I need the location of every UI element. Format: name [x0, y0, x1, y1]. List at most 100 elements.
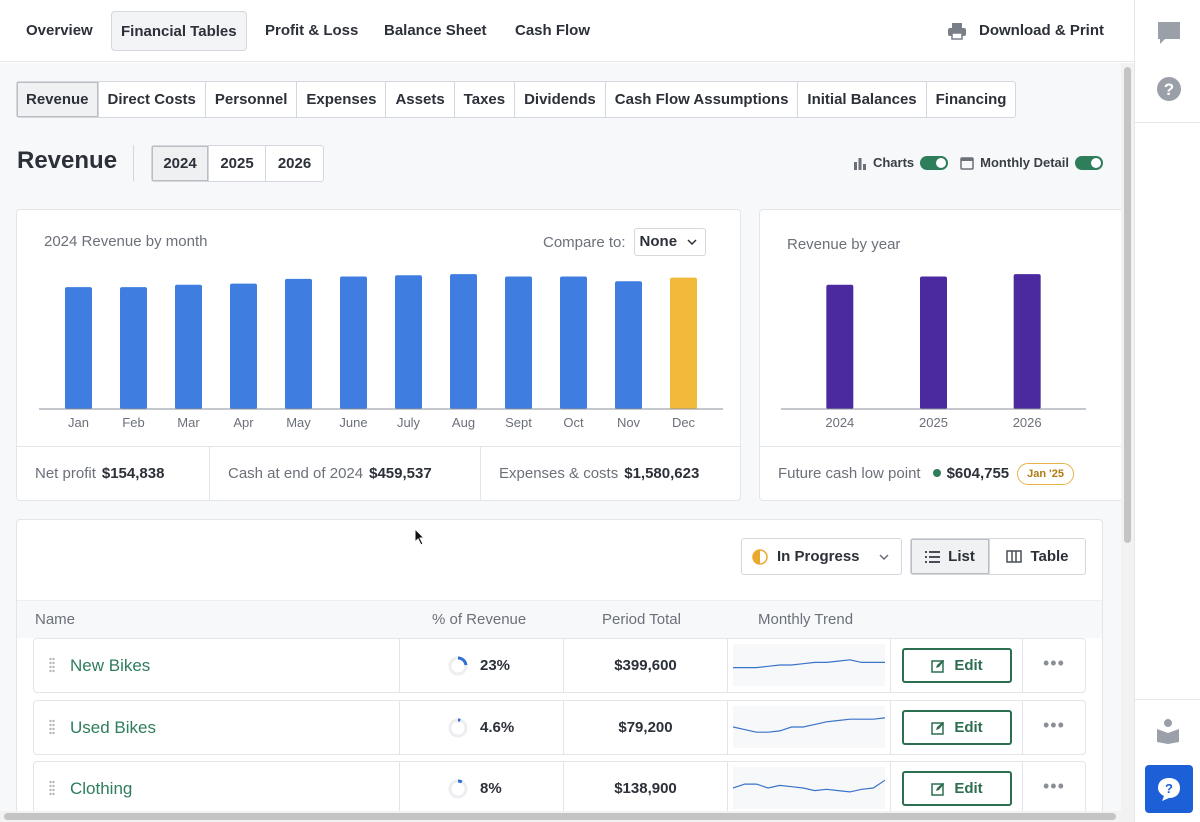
subtab-dividends[interactable]: Dividends — [515, 82, 606, 117]
list-view-button[interactable]: List — [911, 539, 990, 574]
list-header: Name % of Revenue Period Total Monthly T… — [17, 600, 1102, 638]
list-icon — [925, 550, 941, 563]
yearly-bar-2025 — [920, 276, 947, 409]
yearly-tick-label: 2025 — [919, 415, 948, 430]
more-options-icon[interactable]: ••• — [1043, 715, 1065, 735]
year-2026-button[interactable]: 2026 — [277, 155, 312, 172]
more-options-icon[interactable]: ••• — [1043, 653, 1065, 673]
monthly-bar-mar — [175, 284, 202, 409]
sparkline-path — [733, 779, 885, 793]
row-total: $399,600 — [614, 657, 677, 674]
help-question-icon[interactable]: ? — [1156, 76, 1182, 102]
yearly-tick-label: 2026 — [1013, 415, 1042, 430]
table-view-button[interactable]: Table — [990, 539, 1085, 574]
row-name[interactable]: Clothing — [70, 779, 133, 798]
tab-profit-loss[interactable]: Profit & Loss — [265, 22, 359, 39]
year-selector: 2024 2025 2026 — [151, 145, 324, 182]
sub-tabs: Revenue Direct Costs Personnel Expenses … — [16, 81, 1017, 118]
subtab-financing[interactable]: Financing — [935, 91, 1007, 108]
row-pct: 4.6% — [480, 719, 515, 736]
monthly-revenue-card: 2024 Revenue by month Compare to: None J… — [16, 209, 741, 501]
tab-balance-sheet[interactable]: Balance Sheet — [384, 22, 487, 39]
drag-handle-icon[interactable] — [49, 719, 55, 735]
drag-handle-icon[interactable] — [49, 780, 55, 796]
subtab-cash-flow-assumptions[interactable]: Cash Flow Assumptions — [606, 82, 799, 117]
charts-switch[interactable] — [920, 155, 949, 170]
cell-divider — [563, 701, 564, 754]
more-options-icon[interactable]: ••• — [1043, 776, 1065, 796]
horizontal-scrollbar[interactable] — [0, 811, 1134, 822]
year-2025-button[interactable]: 2025 — [209, 146, 266, 181]
subtab-initial-balances[interactable]: Initial Balances — [798, 82, 927, 117]
chat-icon[interactable] — [1156, 20, 1182, 46]
subtab-direct-costs[interactable]: Direct Costs — [99, 82, 206, 117]
charts-toggle[interactable]: Charts — [853, 155, 949, 170]
row-total: $138,900 — [614, 780, 677, 797]
list-item[interactable]: Clothing 8% $138,900 Edit ••• — [33, 761, 1086, 811]
view-toggles: Charts Monthly Detail — [841, 155, 1103, 170]
list-item[interactable]: New Bikes 23% $399,600 Edit ••• — [33, 638, 1086, 693]
monthly-bar-dec — [670, 277, 697, 409]
download-print-button[interactable]: Download & Print — [947, 11, 1104, 51]
drag-handle-icon[interactable] — [49, 657, 55, 673]
sidebar-divider-bottom — [1135, 699, 1200, 700]
charts-toggle-label: Charts — [872, 155, 915, 170]
chevron-down-icon — [879, 553, 889, 560]
trend-sparkline — [733, 644, 885, 686]
edit-button[interactable]: Edit — [902, 710, 1012, 745]
subtab-expenses[interactable]: Expenses — [297, 82, 387, 117]
ring-fill — [457, 779, 463, 784]
book-reader-icon[interactable] — [1156, 718, 1180, 744]
title-divider — [133, 145, 134, 181]
row-pct: 23% — [480, 657, 511, 674]
monthly-bar-sept — [505, 276, 532, 409]
horizontal-scroll-thumb[interactable] — [4, 813, 1116, 820]
table-columns-icon — [1006, 550, 1023, 563]
tab-financial-tables[interactable]: Financial Tables — [111, 11, 247, 51]
tab-cash-flow[interactable]: Cash Flow — [515, 22, 591, 39]
status-value: In Progress — [777, 548, 860, 565]
subtab-personnel[interactable]: Personnel — [206, 82, 298, 117]
column-name: Name — [35, 611, 76, 628]
table-view-label: Table — [1030, 548, 1069, 565]
monthly-tick-label: Feb — [122, 415, 144, 430]
row-pct: 8% — [480, 780, 502, 797]
monthly-tick-label: June — [339, 415, 367, 430]
percent-ring-icon — [448, 779, 468, 799]
edit-icon — [931, 782, 945, 796]
subtab-revenue[interactable]: Revenue — [17, 82, 99, 117]
sparkline-path — [733, 659, 885, 669]
list-item[interactable]: Used Bikes 4.6% $79,200 Edit ••• — [33, 700, 1086, 755]
row-name[interactable]: New Bikes — [70, 656, 151, 675]
expenses-stat: Expenses & costs $1,580,623 — [481, 447, 740, 501]
page-title: Revenue — [17, 147, 118, 174]
support-chat-button[interactable]: ? — [1145, 765, 1193, 813]
monthly-bar-jan — [65, 287, 92, 409]
tab-overview[interactable]: Overview — [26, 22, 93, 39]
vertical-scrollbar[interactable] — [1121, 63, 1134, 811]
edit-button[interactable]: Edit — [902, 648, 1012, 683]
subtab-taxes[interactable]: Taxes — [455, 82, 516, 117]
net-profit-stat: Net profit $154,838 — [17, 447, 210, 501]
vertical-scroll-thumb[interactable] — [1124, 67, 1131, 543]
monthly-bar-nov — [615, 281, 642, 409]
cash-low-value: $604,755 — [946, 465, 1010, 482]
cash-low-stat: Future cash low point $604,755 Jan '25 — [760, 447, 1121, 501]
subtab-assets[interactable]: Assets — [386, 82, 455, 117]
monthly-detail-toggle[interactable]: Monthly Detail — [960, 155, 1103, 170]
status-dropdown[interactable]: In Progress — [741, 538, 902, 575]
chevron-down-icon — [687, 239, 697, 245]
printer-icon — [948, 23, 966, 40]
column-monthly-trend: Monthly Trend — [758, 611, 854, 628]
row-name[interactable]: Used Bikes — [70, 718, 156, 737]
compare-select[interactable]: None — [633, 228, 707, 256]
monthly-detail-switch[interactable] — [1075, 155, 1103, 170]
yearly-revenue-card: Revenue by year 2024 2025 2026 Future cash… — [759, 209, 1121, 501]
monthly-tick-label: Dec — [672, 415, 696, 430]
cell-divider — [399, 762, 400, 811]
edit-button[interactable]: Edit — [902, 771, 1012, 806]
row-total: $79,200 — [618, 719, 673, 736]
year-2024-button[interactable]: 2024 — [152, 146, 209, 181]
svg-text:?: ? — [1165, 781, 1173, 796]
net-profit-label: Net profit — [35, 465, 96, 482]
